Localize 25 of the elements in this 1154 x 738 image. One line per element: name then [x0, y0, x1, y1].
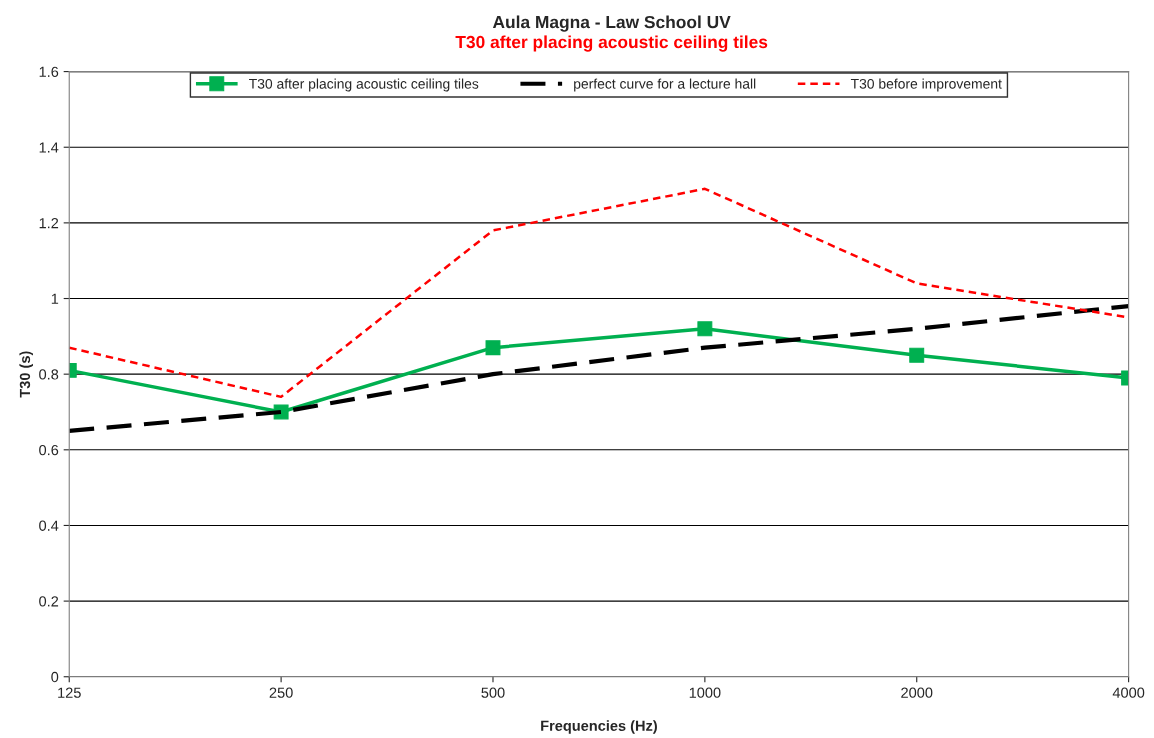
- y-tick-label: 0.8: [39, 369, 59, 380]
- point: [697, 321, 713, 337]
- y-tick-label: 1.2: [39, 217, 59, 229]
- x-tick-label: 2000: [901, 687, 933, 698]
- x-axis-title: Frequencies (Hz): [541, 720, 657, 734]
- x-tick-label: 4000: [1112, 687, 1145, 698]
- y-tick-label: 0: [51, 671, 59, 683]
- y-tick-label: 1.4: [39, 142, 59, 153]
- y-tick-label: 1.6: [39, 66, 59, 78]
- y-tick-label: 0.6: [39, 444, 59, 456]
- y-tick-label: 0.2: [39, 596, 59, 607]
- legend-label: T30 after placing acoustic ceiling tiles: [249, 78, 479, 92]
- point: [485, 340, 501, 356]
- y-tick-label: 1: [51, 293, 59, 304]
- x-tick-label: 250: [269, 687, 293, 698]
- legend-label: perfect curve for a lecture hall: [574, 78, 756, 92]
- chart-title: Aula Magna - Law School UV: [492, 15, 731, 32]
- y-tick-label: 0.4: [39, 520, 59, 531]
- x-tick-label: 500: [481, 687, 505, 698]
- x-tick-label: 125: [58, 687, 81, 698]
- legend-label: T30 before improvement: [850, 78, 1002, 92]
- x-tick-label: 1000: [689, 687, 721, 698]
- chart-subtitle: T30 after placing acoustic ceiling tiles: [455, 35, 768, 52]
- y-axis-title: T30 (s): [19, 351, 33, 398]
- line-series: [69, 304, 1129, 433]
